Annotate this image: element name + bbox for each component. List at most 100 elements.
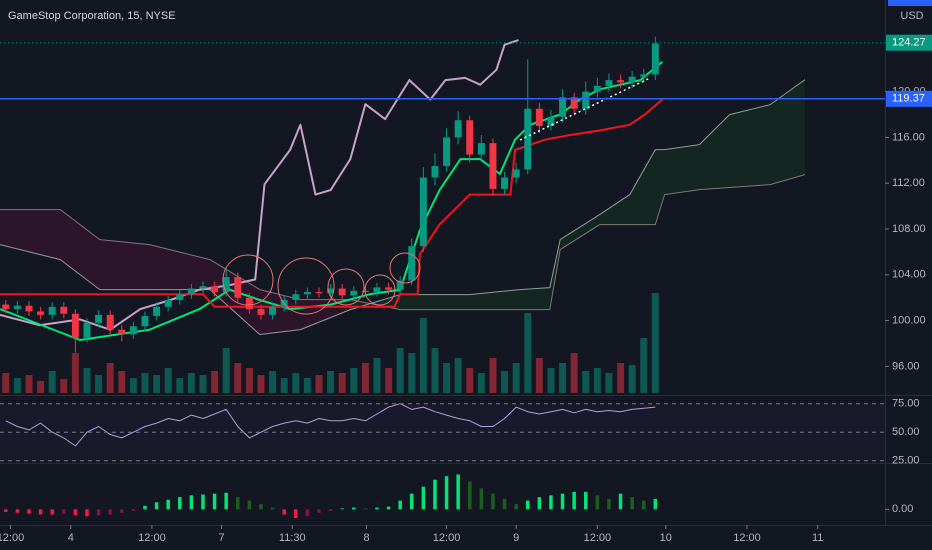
histogram-bar	[120, 509, 124, 513]
volume-bar	[71, 353, 79, 393]
candle-body	[547, 116, 555, 126]
candle-body	[106, 314, 114, 330]
cloud-fill	[60, 209, 100, 290]
volume-bar	[234, 363, 242, 393]
y-tick-label: 25.00	[892, 455, 920, 467]
annotation-circle	[277, 257, 335, 315]
cloud-fill	[259, 289, 301, 335]
histogram-bar	[352, 507, 356, 510]
x-tick-label: 12:00	[433, 532, 461, 544]
candle-body	[48, 306, 56, 315]
candle-body	[628, 76, 636, 83]
volume-bar	[2, 373, 10, 393]
volume-bar	[582, 371, 590, 393]
histogram-bar	[595, 495, 600, 510]
y-tick-label: 96.00	[892, 360, 920, 372]
cloud-fill	[729, 104, 771, 188]
candle-body	[25, 305, 33, 312]
y-tick-label: 116.00	[892, 131, 925, 143]
volume-bar	[48, 371, 56, 393]
histogram-bar	[433, 479, 437, 510]
candle-body	[141, 316, 149, 327]
volume-bar	[164, 368, 172, 393]
candle-body	[501, 177, 509, 189]
histogram-bar	[247, 500, 252, 510]
candle-body	[269, 306, 277, 315]
histogram-bar	[108, 509, 112, 515]
volume-bar	[443, 363, 451, 393]
volume-bar	[292, 373, 300, 393]
candle-body	[605, 80, 613, 86]
volume-bar	[199, 375, 207, 393]
volume-bar	[129, 378, 137, 393]
candle-body	[95, 314, 103, 323]
x-tick-label: 9	[513, 532, 519, 544]
histogram-bar	[294, 509, 298, 519]
cloud-fill	[400, 294, 470, 310]
candle-body	[187, 288, 195, 295]
volume-bar	[419, 318, 427, 393]
histogram-bar	[653, 498, 658, 510]
volume-bar	[547, 368, 555, 393]
volume-bar	[559, 363, 567, 393]
histogram-bar	[15, 509, 20, 513]
candle-body	[327, 288, 335, 294]
histogram-bar	[618, 493, 623, 510]
candle-body	[640, 74, 648, 77]
cloud-fill	[519, 287, 550, 310]
price-label-box	[886, 34, 932, 51]
histogram-bar	[479, 488, 484, 510]
volume-bar	[141, 373, 149, 393]
candle-body	[176, 294, 184, 300]
cloud-fill	[0, 209, 61, 260]
volume-bar	[454, 358, 462, 393]
y-tick-label: 108.00	[892, 223, 926, 235]
volume-bar	[95, 375, 103, 393]
histogram-bar	[514, 504, 518, 510]
cloud-span-b	[0, 174, 806, 311]
cloud-fill	[699, 114, 730, 190]
candle-body	[164, 299, 172, 307]
histogram-bar	[375, 507, 379, 510]
volume-bar	[628, 365, 636, 393]
x-tick-label: 11:30	[279, 532, 306, 544]
cloud-fill	[469, 289, 520, 310]
volume-bar	[245, 368, 253, 393]
candle-body	[559, 97, 567, 117]
histogram-bar	[526, 500, 530, 510]
histogram-bar	[259, 504, 263, 510]
volume-bar	[280, 378, 288, 393]
volume-bar	[176, 378, 184, 393]
volume-bar	[315, 375, 323, 393]
histogram-bar	[73, 509, 78, 516]
candle-body	[13, 305, 21, 310]
histogram-bar	[189, 495, 194, 510]
volume-bar	[361, 363, 369, 393]
histogram-bar	[282, 509, 286, 515]
cloud-fill	[599, 194, 630, 225]
histogram-bar	[166, 499, 170, 510]
candle-body	[651, 43, 659, 75]
x-tick-label: 12:00	[0, 532, 24, 544]
volume-bar	[385, 368, 393, 393]
y-tick-label: 75.00	[892, 398, 920, 410]
volume-bar	[570, 353, 578, 393]
histogram-bar	[38, 509, 43, 515]
volume-bar	[327, 371, 335, 393]
volume-bar	[37, 381, 45, 393]
volume-bar	[535, 358, 543, 393]
candle-body	[570, 97, 578, 109]
histogram-bar	[131, 509, 136, 512]
oscillator-line	[5, 403, 656, 447]
histogram-bar	[537, 497, 542, 510]
y-tick-label: 50.00	[892, 426, 920, 438]
annotation-circle	[389, 252, 421, 284]
x-tick-label: 12:00	[733, 532, 761, 544]
histogram-bar	[468, 481, 472, 510]
histogram-bar	[560, 493, 565, 510]
histogram-bar	[363, 508, 368, 510]
histogram-bar	[212, 493, 217, 510]
volume-bar	[303, 378, 311, 393]
candle-body	[524, 108, 532, 170]
